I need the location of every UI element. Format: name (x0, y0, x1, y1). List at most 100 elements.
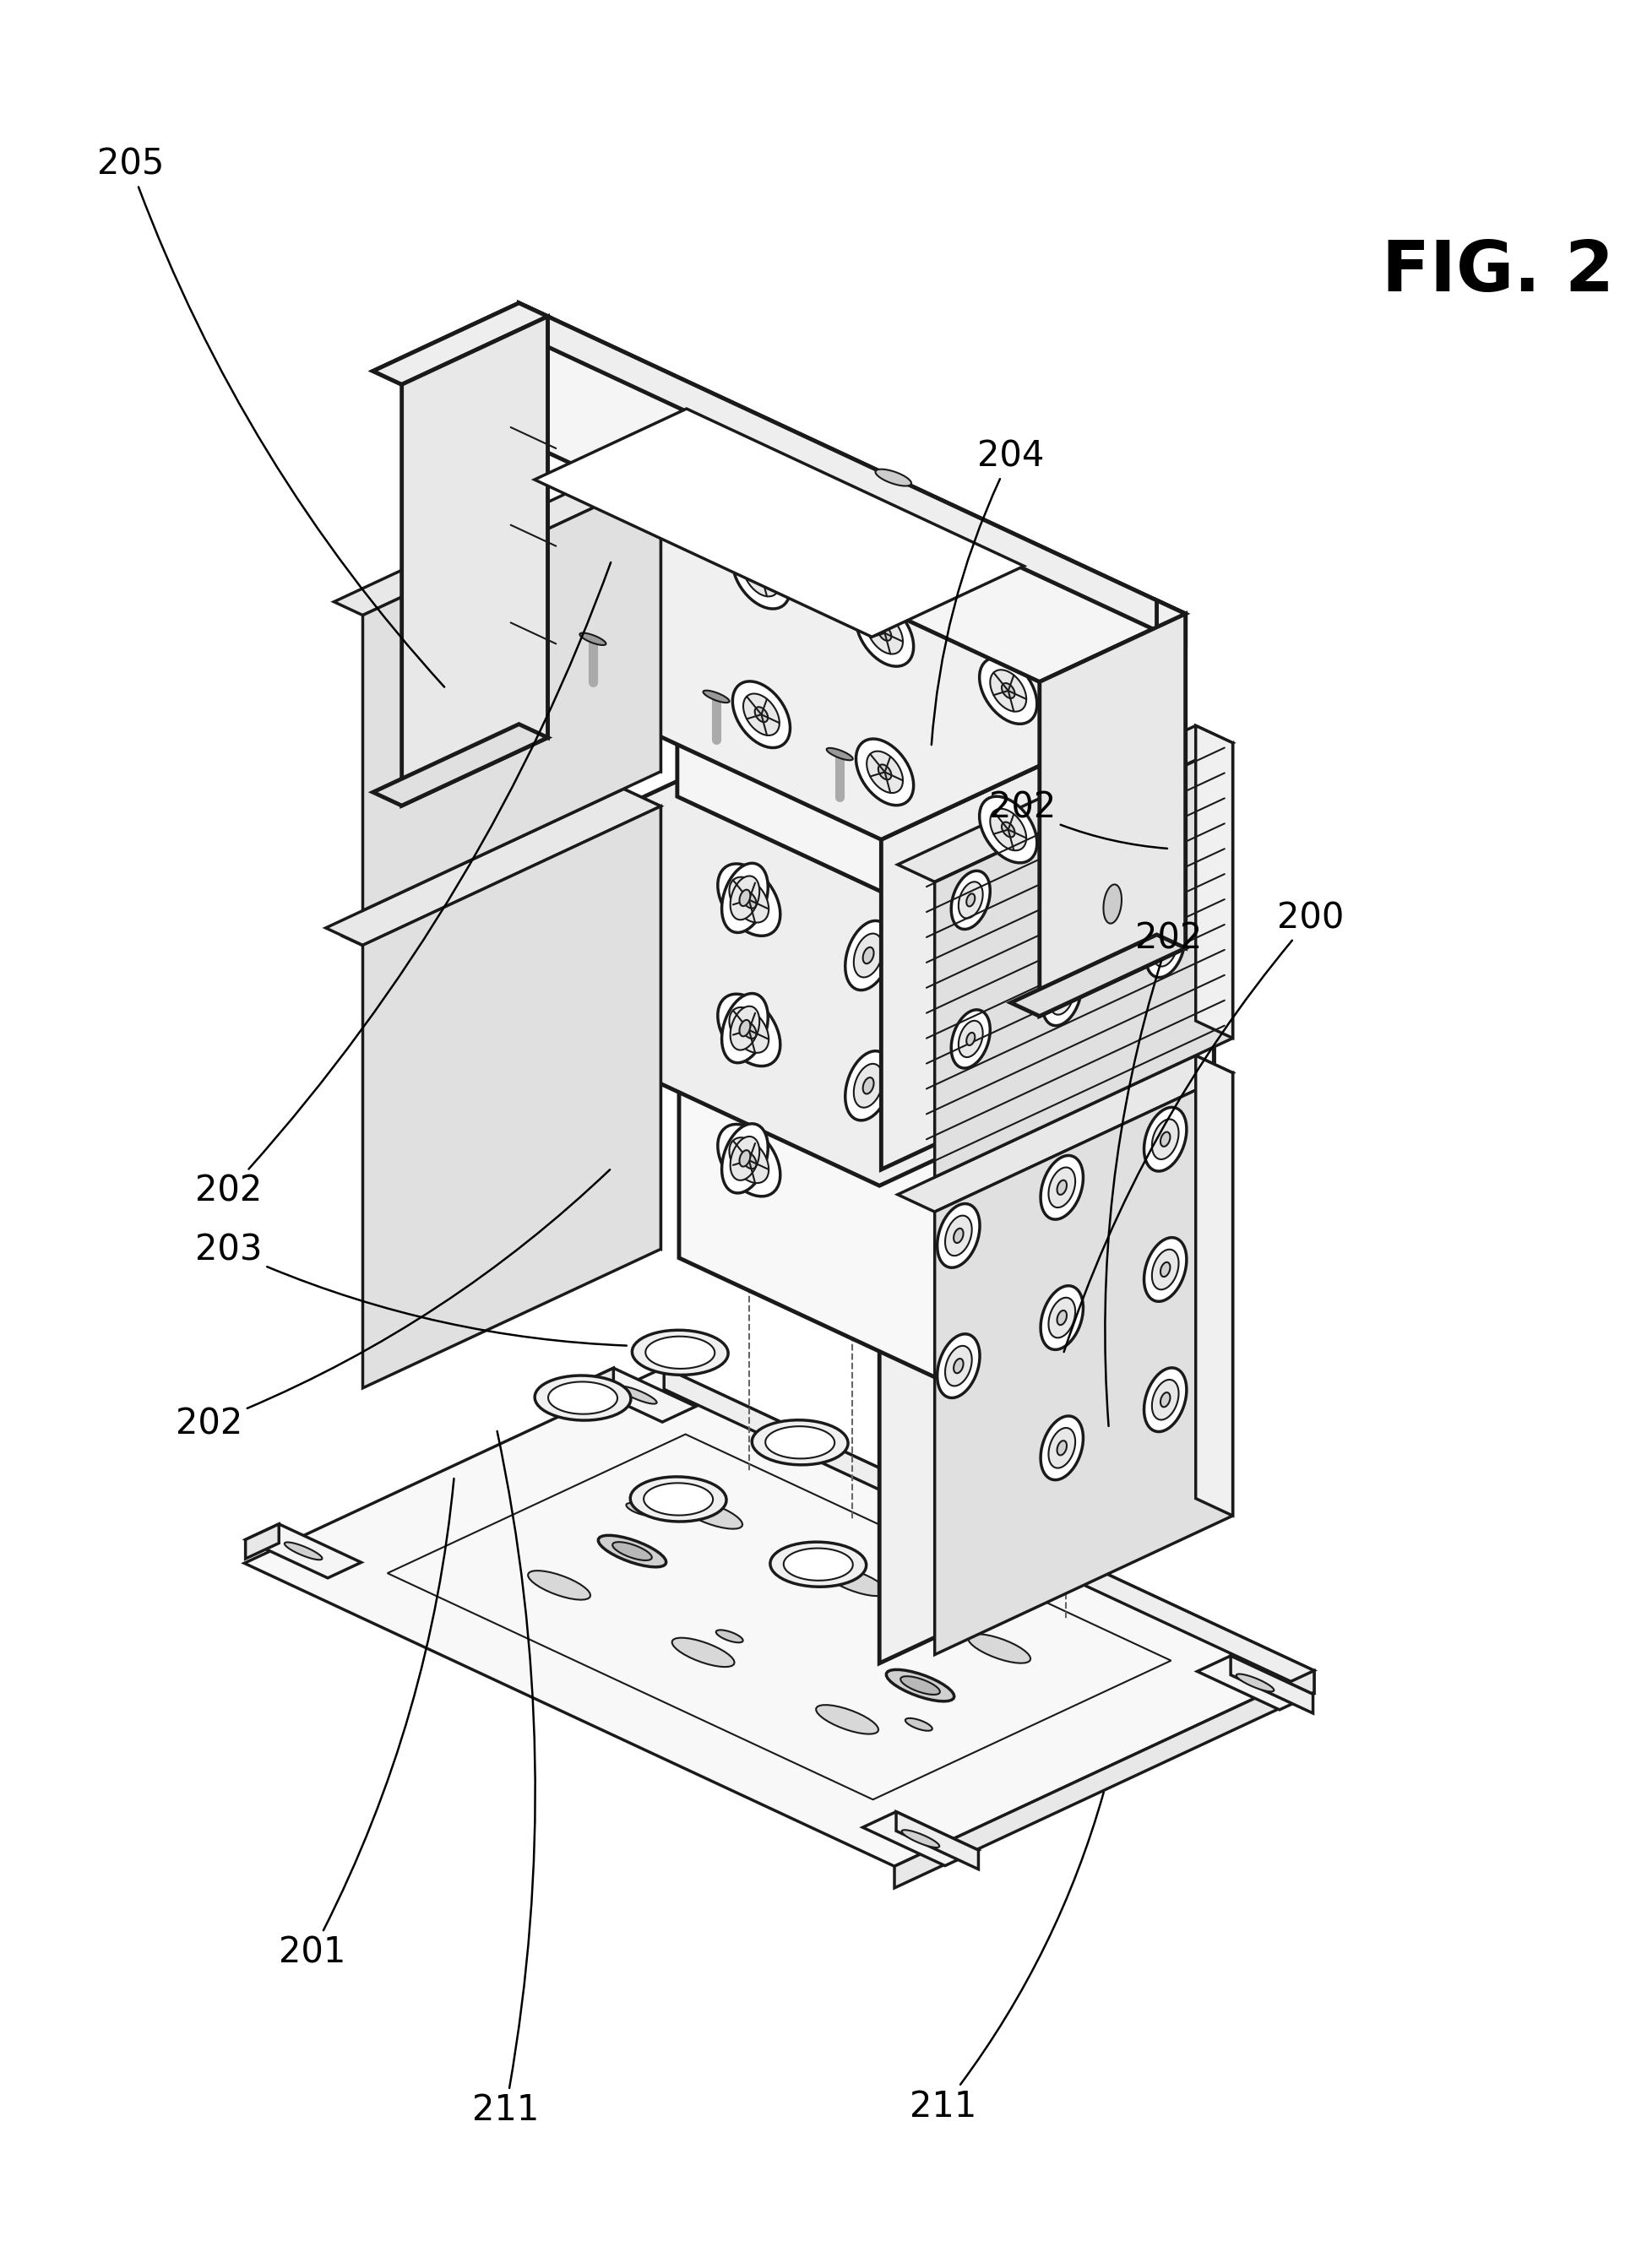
Polygon shape (730, 1136, 759, 1179)
Polygon shape (1103, 714, 1160, 782)
Text: FIG. 2: FIG. 2 (1382, 238, 1615, 306)
Polygon shape (245, 1524, 362, 1579)
Polygon shape (535, 1374, 631, 1420)
Polygon shape (548, 1381, 617, 1413)
Text: 211: 211 (471, 1431, 538, 2127)
Polygon shape (677, 467, 1180, 1030)
Polygon shape (1057, 1440, 1067, 1456)
Polygon shape (1039, 615, 1186, 1016)
Polygon shape (934, 1073, 1234, 1656)
Polygon shape (743, 556, 779, 596)
Polygon shape (373, 304, 548, 386)
Polygon shape (1157, 601, 1186, 948)
Polygon shape (1196, 726, 1234, 1039)
Polygon shape (1103, 885, 1122, 923)
Polygon shape (528, 1572, 591, 1599)
Polygon shape (718, 1125, 780, 1195)
Polygon shape (754, 567, 767, 583)
Polygon shape (373, 304, 1186, 683)
Polygon shape (959, 1021, 983, 1057)
Polygon shape (856, 739, 913, 805)
Polygon shape (741, 891, 756, 907)
Polygon shape (1198, 1656, 1314, 1710)
Polygon shape (535, 408, 1024, 637)
Polygon shape (1057, 1179, 1067, 1195)
Polygon shape (897, 1812, 978, 1869)
Polygon shape (900, 1676, 941, 1694)
Polygon shape (1126, 742, 1139, 755)
Polygon shape (990, 669, 1026, 712)
Polygon shape (743, 694, 779, 735)
Polygon shape (959, 882, 983, 919)
Polygon shape (1160, 1263, 1170, 1277)
Polygon shape (934, 744, 1234, 1177)
Polygon shape (630, 1476, 726, 1522)
Polygon shape (1057, 1311, 1067, 1325)
Polygon shape (951, 871, 990, 930)
Polygon shape (717, 1631, 743, 1642)
Polygon shape (703, 689, 730, 703)
Text: 205: 205 (97, 147, 445, 687)
Polygon shape (1152, 1250, 1178, 1290)
Polygon shape (898, 1055, 1234, 1211)
Text: 203: 203 (195, 1232, 627, 1345)
Polygon shape (646, 1336, 715, 1368)
Polygon shape (345, 780, 1214, 1186)
Polygon shape (623, 789, 661, 1250)
Polygon shape (862, 1812, 978, 1867)
Polygon shape (721, 993, 767, 1064)
Polygon shape (334, 463, 661, 615)
Text: 211: 211 (910, 1792, 1104, 2125)
Polygon shape (363, 805, 661, 1388)
Polygon shape (846, 921, 892, 991)
Polygon shape (867, 612, 903, 653)
Text: 200: 200 (1063, 900, 1345, 1352)
Polygon shape (718, 454, 744, 465)
Polygon shape (1011, 934, 1186, 1016)
Polygon shape (664, 1368, 1314, 1692)
Polygon shape (1230, 1656, 1314, 1712)
Polygon shape (875, 469, 911, 485)
Polygon shape (892, 1486, 988, 1531)
Polygon shape (739, 889, 751, 905)
Polygon shape (739, 1150, 751, 1166)
Polygon shape (718, 993, 780, 1066)
Polygon shape (1040, 1415, 1083, 1481)
Polygon shape (1162, 803, 1170, 816)
Polygon shape (681, 1499, 743, 1529)
Polygon shape (1088, 626, 1114, 637)
Polygon shape (880, 1030, 1214, 1662)
Polygon shape (730, 878, 769, 923)
Polygon shape (1103, 855, 1160, 921)
Polygon shape (854, 934, 883, 978)
Polygon shape (1049, 1297, 1075, 1338)
Polygon shape (456, 576, 483, 587)
Text: 202: 202 (175, 1170, 610, 1442)
Text: 202: 202 (990, 789, 1166, 848)
Polygon shape (618, 1386, 656, 1404)
Polygon shape (1160, 1393, 1170, 1406)
Polygon shape (954, 1229, 964, 1243)
Polygon shape (946, 1345, 972, 1386)
Polygon shape (1057, 850, 1067, 864)
Text: 204: 204 (931, 440, 1044, 744)
Polygon shape (643, 1483, 713, 1515)
Polygon shape (1145, 780, 1184, 839)
Polygon shape (1049, 1168, 1075, 1207)
Polygon shape (1162, 941, 1170, 955)
Polygon shape (980, 658, 1037, 723)
Polygon shape (739, 1021, 751, 1036)
Polygon shape (733, 542, 790, 608)
Polygon shape (1144, 1107, 1186, 1170)
Polygon shape (599, 1535, 666, 1567)
Polygon shape (730, 875, 759, 921)
Polygon shape (1153, 792, 1178, 828)
Polygon shape (1152, 1379, 1178, 1420)
Polygon shape (856, 601, 913, 667)
Polygon shape (980, 796, 1037, 862)
Polygon shape (1049, 1429, 1075, 1467)
Polygon shape (1153, 930, 1178, 966)
Polygon shape (1042, 966, 1081, 1025)
Text: 202: 202 (196, 562, 610, 1209)
Polygon shape (766, 1427, 834, 1458)
